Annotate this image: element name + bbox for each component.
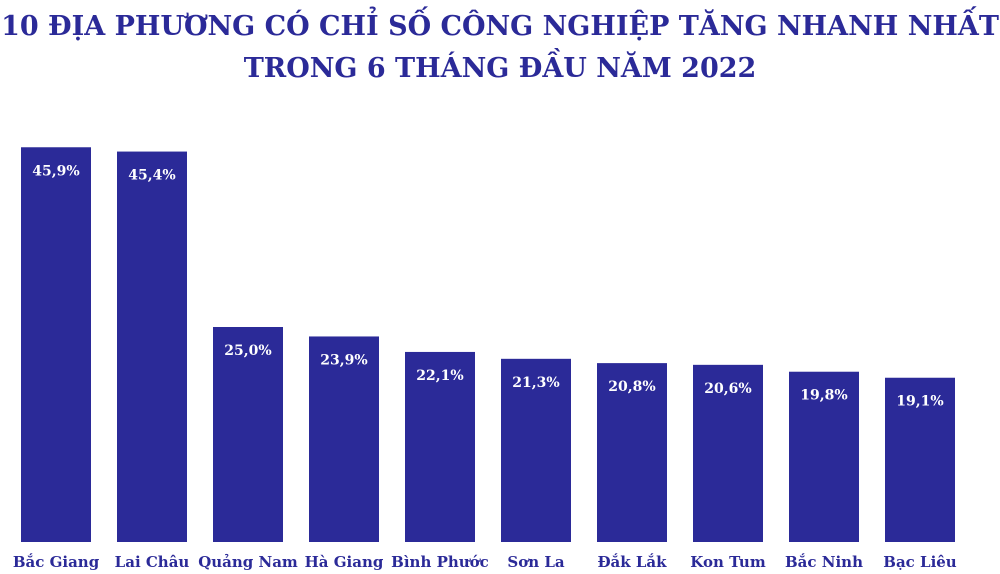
bar-6 [501, 358, 571, 542]
bar-value-label-6: 21,3% [512, 375, 559, 391]
bar-2 [117, 151, 187, 542]
bar-8 [693, 364, 763, 542]
chart-title-line-2: TRONG 6 THÁNG ĐẦU NĂM 2022 [243, 53, 757, 84]
bar-value-label-1: 45,9% [32, 163, 79, 179]
category-label-8: Kon Tum [690, 553, 766, 571]
bar-10 [885, 377, 955, 542]
bar-1 [21, 147, 91, 542]
bar-value-label-3: 25,0% [224, 343, 271, 359]
chart-title-line-1: 10 ĐỊA PHƯƠNG CÓ CHỈ SỐ CÔNG NGHIỆP TĂNG… [1, 11, 999, 42]
bar-7 [597, 363, 667, 542]
chart-title: 10 ĐỊA PHƯƠNG CÓ CHỈ SỐ CÔNG NGHIỆP TĂNG… [0, 6, 1000, 90]
category-label-7: Đắk Lắk [597, 553, 667, 571]
bar-value-label-10: 19,1% [896, 394, 943, 410]
category-label-10: Bạc Liêu [883, 553, 957, 571]
bar-4 [309, 336, 379, 542]
category-label-4: Hà Giang [305, 553, 384, 571]
category-label-5: Bình Phước [391, 553, 489, 571]
bar-9 [789, 371, 859, 542]
category-label-2: Lai Châu [115, 553, 190, 571]
bar-value-label-4: 23,9% [320, 352, 367, 368]
bar-value-label-2: 45,4% [128, 168, 175, 184]
bar-value-label-5: 22,1% [416, 368, 463, 384]
bar-value-label-8: 20,6% [704, 381, 751, 397]
category-label-3: Quảng Nam [198, 553, 298, 571]
bar-value-label-7: 20,8% [608, 379, 655, 395]
category-label-6: Sơn La [507, 553, 565, 571]
bar-5 [405, 351, 475, 542]
bar-value-label-9: 19,8% [800, 388, 847, 404]
category-label-1: Bắc Giang [13, 553, 100, 571]
bar-3 [213, 327, 283, 542]
category-label-9: Bắc Ninh [785, 553, 863, 571]
